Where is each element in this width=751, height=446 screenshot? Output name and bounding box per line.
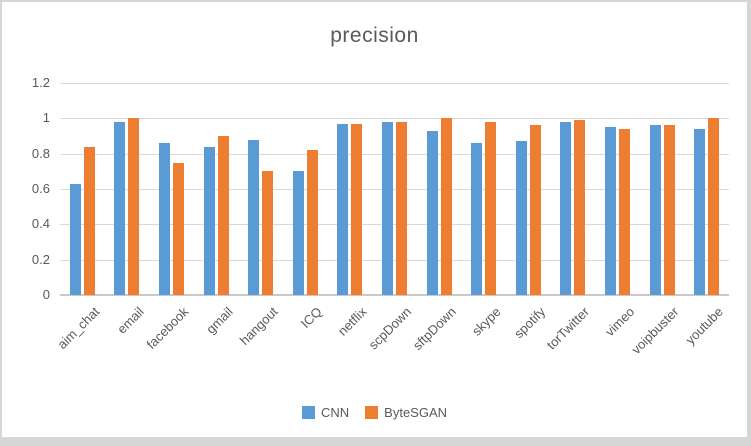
bar-cnn-hangout [248,139,260,295]
x-tick-label-scpDown: scpDown [365,304,415,353]
x-tick-label-youtube: youtube [682,304,727,348]
bar-cnn-scpDown [382,121,393,295]
bar-cnn-skype [471,143,483,295]
bar-bytesgan-netflix [351,123,363,295]
bar-bytesgan-scpDown [396,121,407,295]
x-tick-label-gmail: gmail [203,304,236,337]
y-tick-label: 1 [42,110,50,126]
bar-bytesgan-facebook [173,162,184,295]
x-tick-label-skype: skype [468,304,504,339]
legend-swatch-icon [301,406,315,419]
gridline [60,259,729,261]
bar-cnn-facebook [159,143,170,295]
x-tick-label-ICQ: ICQ [297,304,325,331]
plot-area [60,83,729,296]
bar-bytesgan-vimeo [619,128,630,295]
bar-bytesgan-youtube [708,118,720,295]
x-tick-label-facebook: facebook [143,304,192,352]
gridline [60,153,729,155]
legend-label: ByteSGAN [384,405,448,420]
bar-cnn-gmail [203,146,215,295]
bar-bytesgan-gmail [217,136,229,295]
bar-cnn-netflix [337,123,349,295]
bar-cnn-vimeo [605,127,616,295]
bar-cnn-aim_chat [69,183,81,295]
legend-label: CNN [320,405,350,420]
bar-bytesgan-torTwitter [574,120,586,295]
bar-bytesgan-voipbuster [663,125,675,295]
bar-cnn-ICQ [292,171,304,295]
legend-item-cnn: CNN [301,405,350,420]
x-tick-label-voipbuster: voipbuster [628,304,682,358]
x-tick-label-torTwitter: torTwitter [544,304,593,353]
legend-swatch-icon [365,406,379,419]
gridline [60,118,729,120]
y-tick-label: 1.2 [31,75,50,90]
bar-bytesgan-spotify [529,125,541,295]
x-tick-label-sftpDown: sftpDown [409,304,459,353]
x-tick-label-netflix: netflix [334,304,370,339]
x-tick-label-aim_chat: aim_chat [54,304,102,352]
y-tick-label: 0.2 [31,251,50,267]
chart-title: precision [330,24,419,47]
y-tick-label: 0.4 [31,216,50,232]
x-tick-label-hangout: hangout [236,304,281,348]
x-tick-label-email: email [113,304,147,337]
bar-bytesgan-aim_chat [83,146,95,295]
gridline [60,189,729,190]
y-tick-label: 0 [42,287,50,302]
bar-cnn-email [114,121,126,295]
bar-cnn-youtube [694,128,706,295]
gridline [60,83,729,84]
bar-bytesgan-skype [485,121,497,295]
bar-cnn-spotify [515,141,527,295]
bar-cnn-voipbuster [649,125,661,295]
legend: CNN ByteSGAN [2,405,747,420]
bar-bytesgan-email [128,118,140,295]
chart-area: precision 0 0.2 0.4 0.6 0.8 1 1.2 aim_chat emai… [2,2,747,437]
bar-cnn-sftpDown [426,130,438,295]
gridline [60,224,729,226]
x-tick-label-vimeo: vimeo [601,304,638,340]
legend-item-bytesgan: ByteSGAN [365,405,447,420]
bar-cnn-torTwitter [560,121,572,295]
x-tick-label-spotify: spotify [510,304,548,342]
y-tick-label: 0.6 [31,181,50,196]
bar-bytesgan-hangout [262,171,274,295]
bar-bytesgan-sftpDown [440,118,452,295]
bar-bytesgan-ICQ [306,150,318,295]
x-axis-line [60,294,729,296]
y-tick-label: 0.8 [31,145,50,161]
